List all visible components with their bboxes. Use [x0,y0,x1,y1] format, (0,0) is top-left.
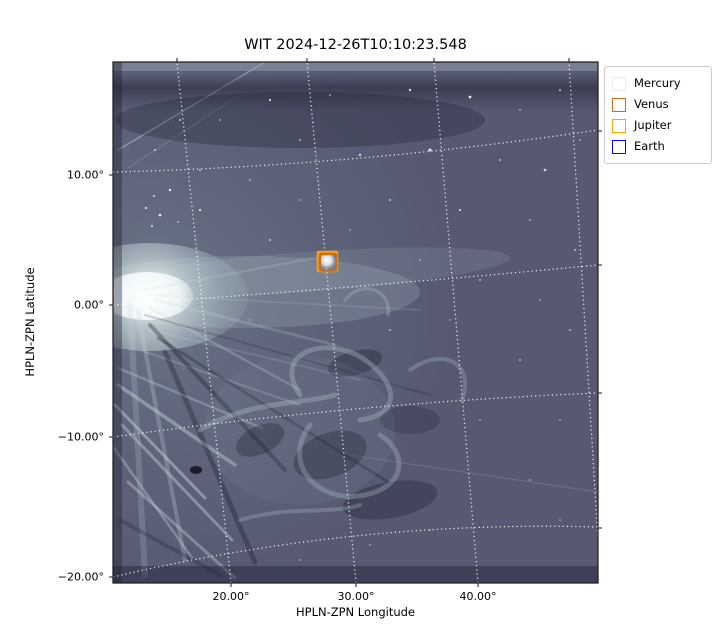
legend-entry-earth: Earth [612,136,703,157]
mercury-marker-icon [612,76,626,91]
parallel-m20deg [113,525,598,578]
marker-venus [318,252,338,272]
legend-entry-jupiter: Jupiter [612,115,703,136]
y-tick-label-m20: −20.00° [57,570,104,584]
legend-label-earth: Earth [634,138,665,153]
earth-marker-icon [612,139,626,154]
page-title: WIT 2024-12-26T10:10:23.548 [244,37,467,53]
venus-marker-icon [612,97,626,112]
wispy-loops [197,287,468,522]
left-dark-band [113,62,122,583]
x-tick-label-40: 40.00° [459,590,497,603]
meridian-40deg [433,62,479,583]
legend-entry-mercury: Mercury [612,73,703,94]
parallel-m10deg [113,392,598,438]
star-field [144,88,581,561]
planet-bright-spot [318,251,336,269]
coordinate-grid [113,62,598,583]
bright-streamers [113,62,598,580]
legend: Mercury Venus Jupiter Earth [604,66,712,164]
y-tick-label-0: 0.00° [74,298,104,312]
y-axis-label: HPLN-ZPN Latitude [23,267,37,377]
y-tick-label-m10: −10.00° [57,430,104,444]
sun-glare [113,243,248,351]
axis-ticks [109,58,602,587]
heliospheric-image [113,62,598,583]
top-dark-band [113,74,598,112]
top-bright-band [113,62,598,71]
legend-label-jupiter: Jupiter [634,117,672,132]
x-tick-label-20: 20.00° [212,590,250,603]
jupiter-marker-icon [612,118,626,133]
dark-filaments [118,314,431,577]
x-axis-label: HPLN-ZPN Longitude [295,605,415,619]
legend-label-venus: Venus [634,96,669,111]
legend-entry-venus: Venus [612,94,703,115]
x-tick-label-30: 30.00° [337,590,375,603]
legend-label-mercury: Mercury [634,75,681,90]
y-tick-label-10: 10.00° [67,168,104,182]
